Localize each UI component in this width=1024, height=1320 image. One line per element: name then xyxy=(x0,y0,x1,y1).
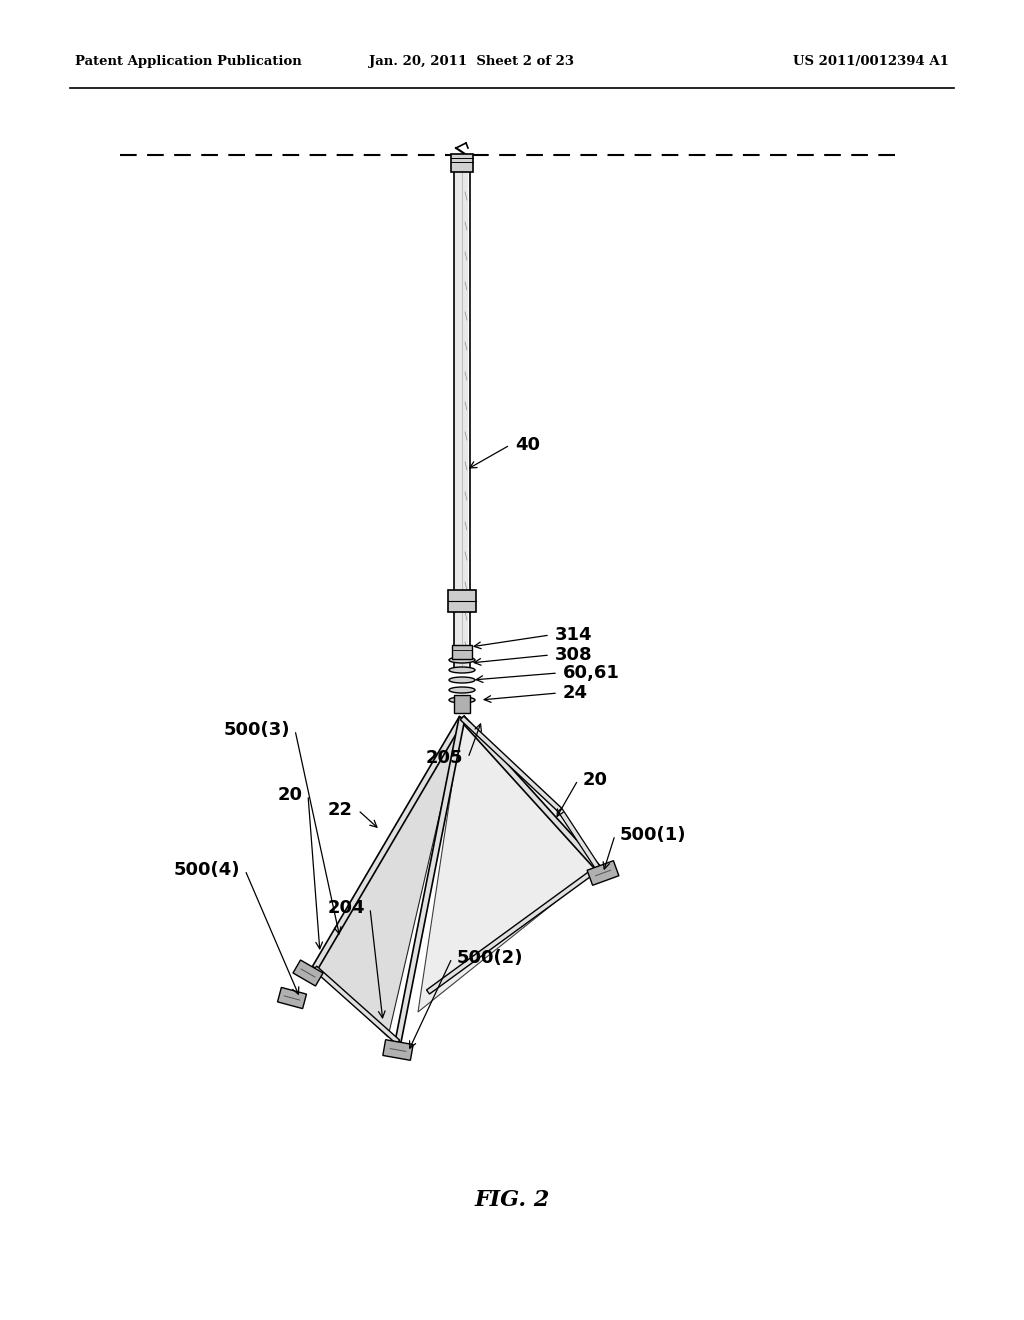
Polygon shape xyxy=(278,987,306,1008)
Bar xyxy=(454,172,468,671)
Polygon shape xyxy=(461,717,562,812)
Polygon shape xyxy=(460,715,600,870)
Bar xyxy=(449,590,476,612)
Polygon shape xyxy=(315,718,462,1038)
Polygon shape xyxy=(418,718,598,1012)
Ellipse shape xyxy=(449,667,475,673)
Text: 500(2): 500(2) xyxy=(457,949,523,968)
Bar xyxy=(454,696,470,713)
Polygon shape xyxy=(313,966,399,1044)
Polygon shape xyxy=(312,717,465,969)
Text: US 2011/0012394 A1: US 2011/0012394 A1 xyxy=(794,55,949,69)
Ellipse shape xyxy=(449,677,475,682)
Text: 40: 40 xyxy=(515,436,540,454)
Text: 500(1): 500(1) xyxy=(620,826,686,843)
Bar xyxy=(452,645,472,659)
Ellipse shape xyxy=(449,686,475,693)
Text: 314: 314 xyxy=(555,626,593,644)
Text: 205: 205 xyxy=(426,748,463,767)
Polygon shape xyxy=(427,866,599,994)
Text: Patent Application Publication: Patent Application Publication xyxy=(75,55,302,69)
Polygon shape xyxy=(293,960,323,986)
Text: 60,61: 60,61 xyxy=(563,664,620,682)
Text: 20: 20 xyxy=(583,771,608,789)
Text: FIG. 2: FIG. 2 xyxy=(474,1189,550,1210)
Text: 500(3): 500(3) xyxy=(223,721,290,739)
Text: Jan. 20, 2011  Sheet 2 of 23: Jan. 20, 2011 Sheet 2 of 23 xyxy=(369,55,573,69)
Text: 500(4): 500(4) xyxy=(173,861,240,879)
Polygon shape xyxy=(395,717,465,1043)
Polygon shape xyxy=(558,809,600,870)
Ellipse shape xyxy=(449,697,475,704)
Polygon shape xyxy=(383,1040,413,1060)
Text: 24: 24 xyxy=(563,684,588,702)
Text: 308: 308 xyxy=(555,645,593,664)
Text: 20: 20 xyxy=(278,785,303,804)
Ellipse shape xyxy=(449,657,475,663)
Text: 22: 22 xyxy=(328,801,353,818)
Bar xyxy=(451,154,473,172)
Text: 204: 204 xyxy=(328,899,365,917)
Polygon shape xyxy=(587,861,618,886)
